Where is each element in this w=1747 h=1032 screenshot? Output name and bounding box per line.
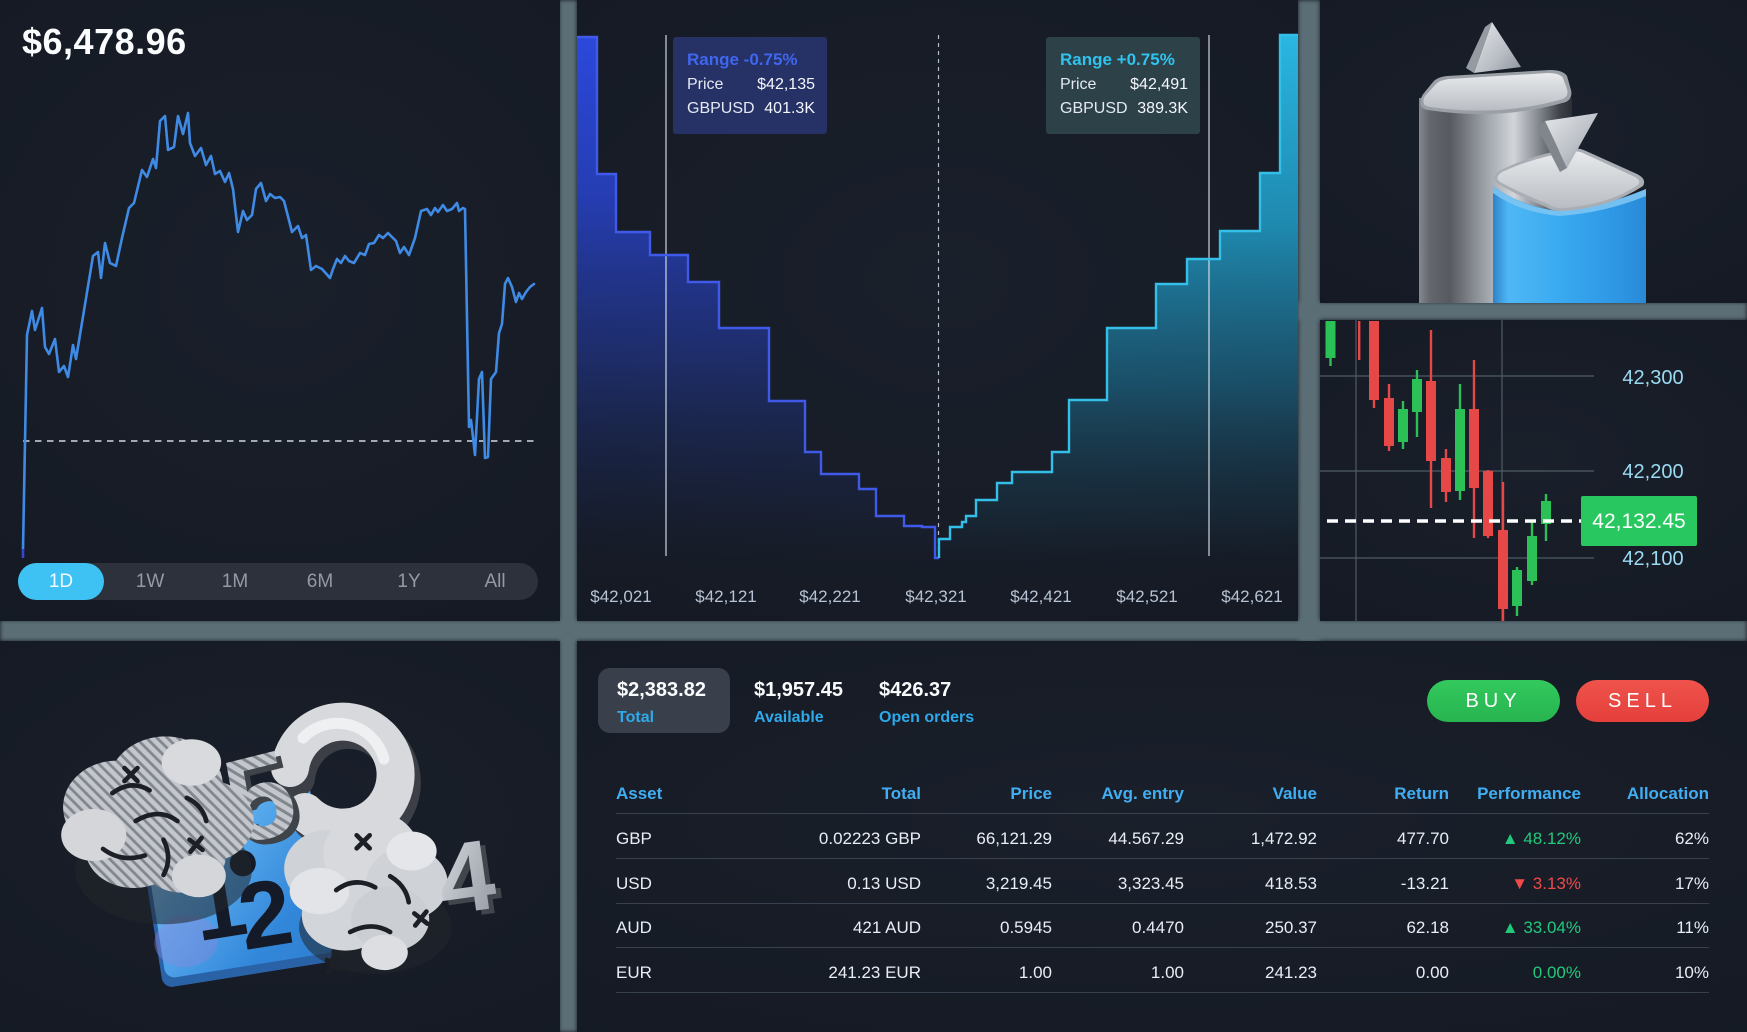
svg-text:42,132.45: 42,132.45 bbox=[1592, 510, 1685, 533]
svg-text:42,200: 42,200 bbox=[1622, 461, 1683, 483]
svg-text:42,300: 42,300 bbox=[1622, 367, 1683, 389]
svg-text:42,100: 42,100 bbox=[1622, 548, 1683, 570]
